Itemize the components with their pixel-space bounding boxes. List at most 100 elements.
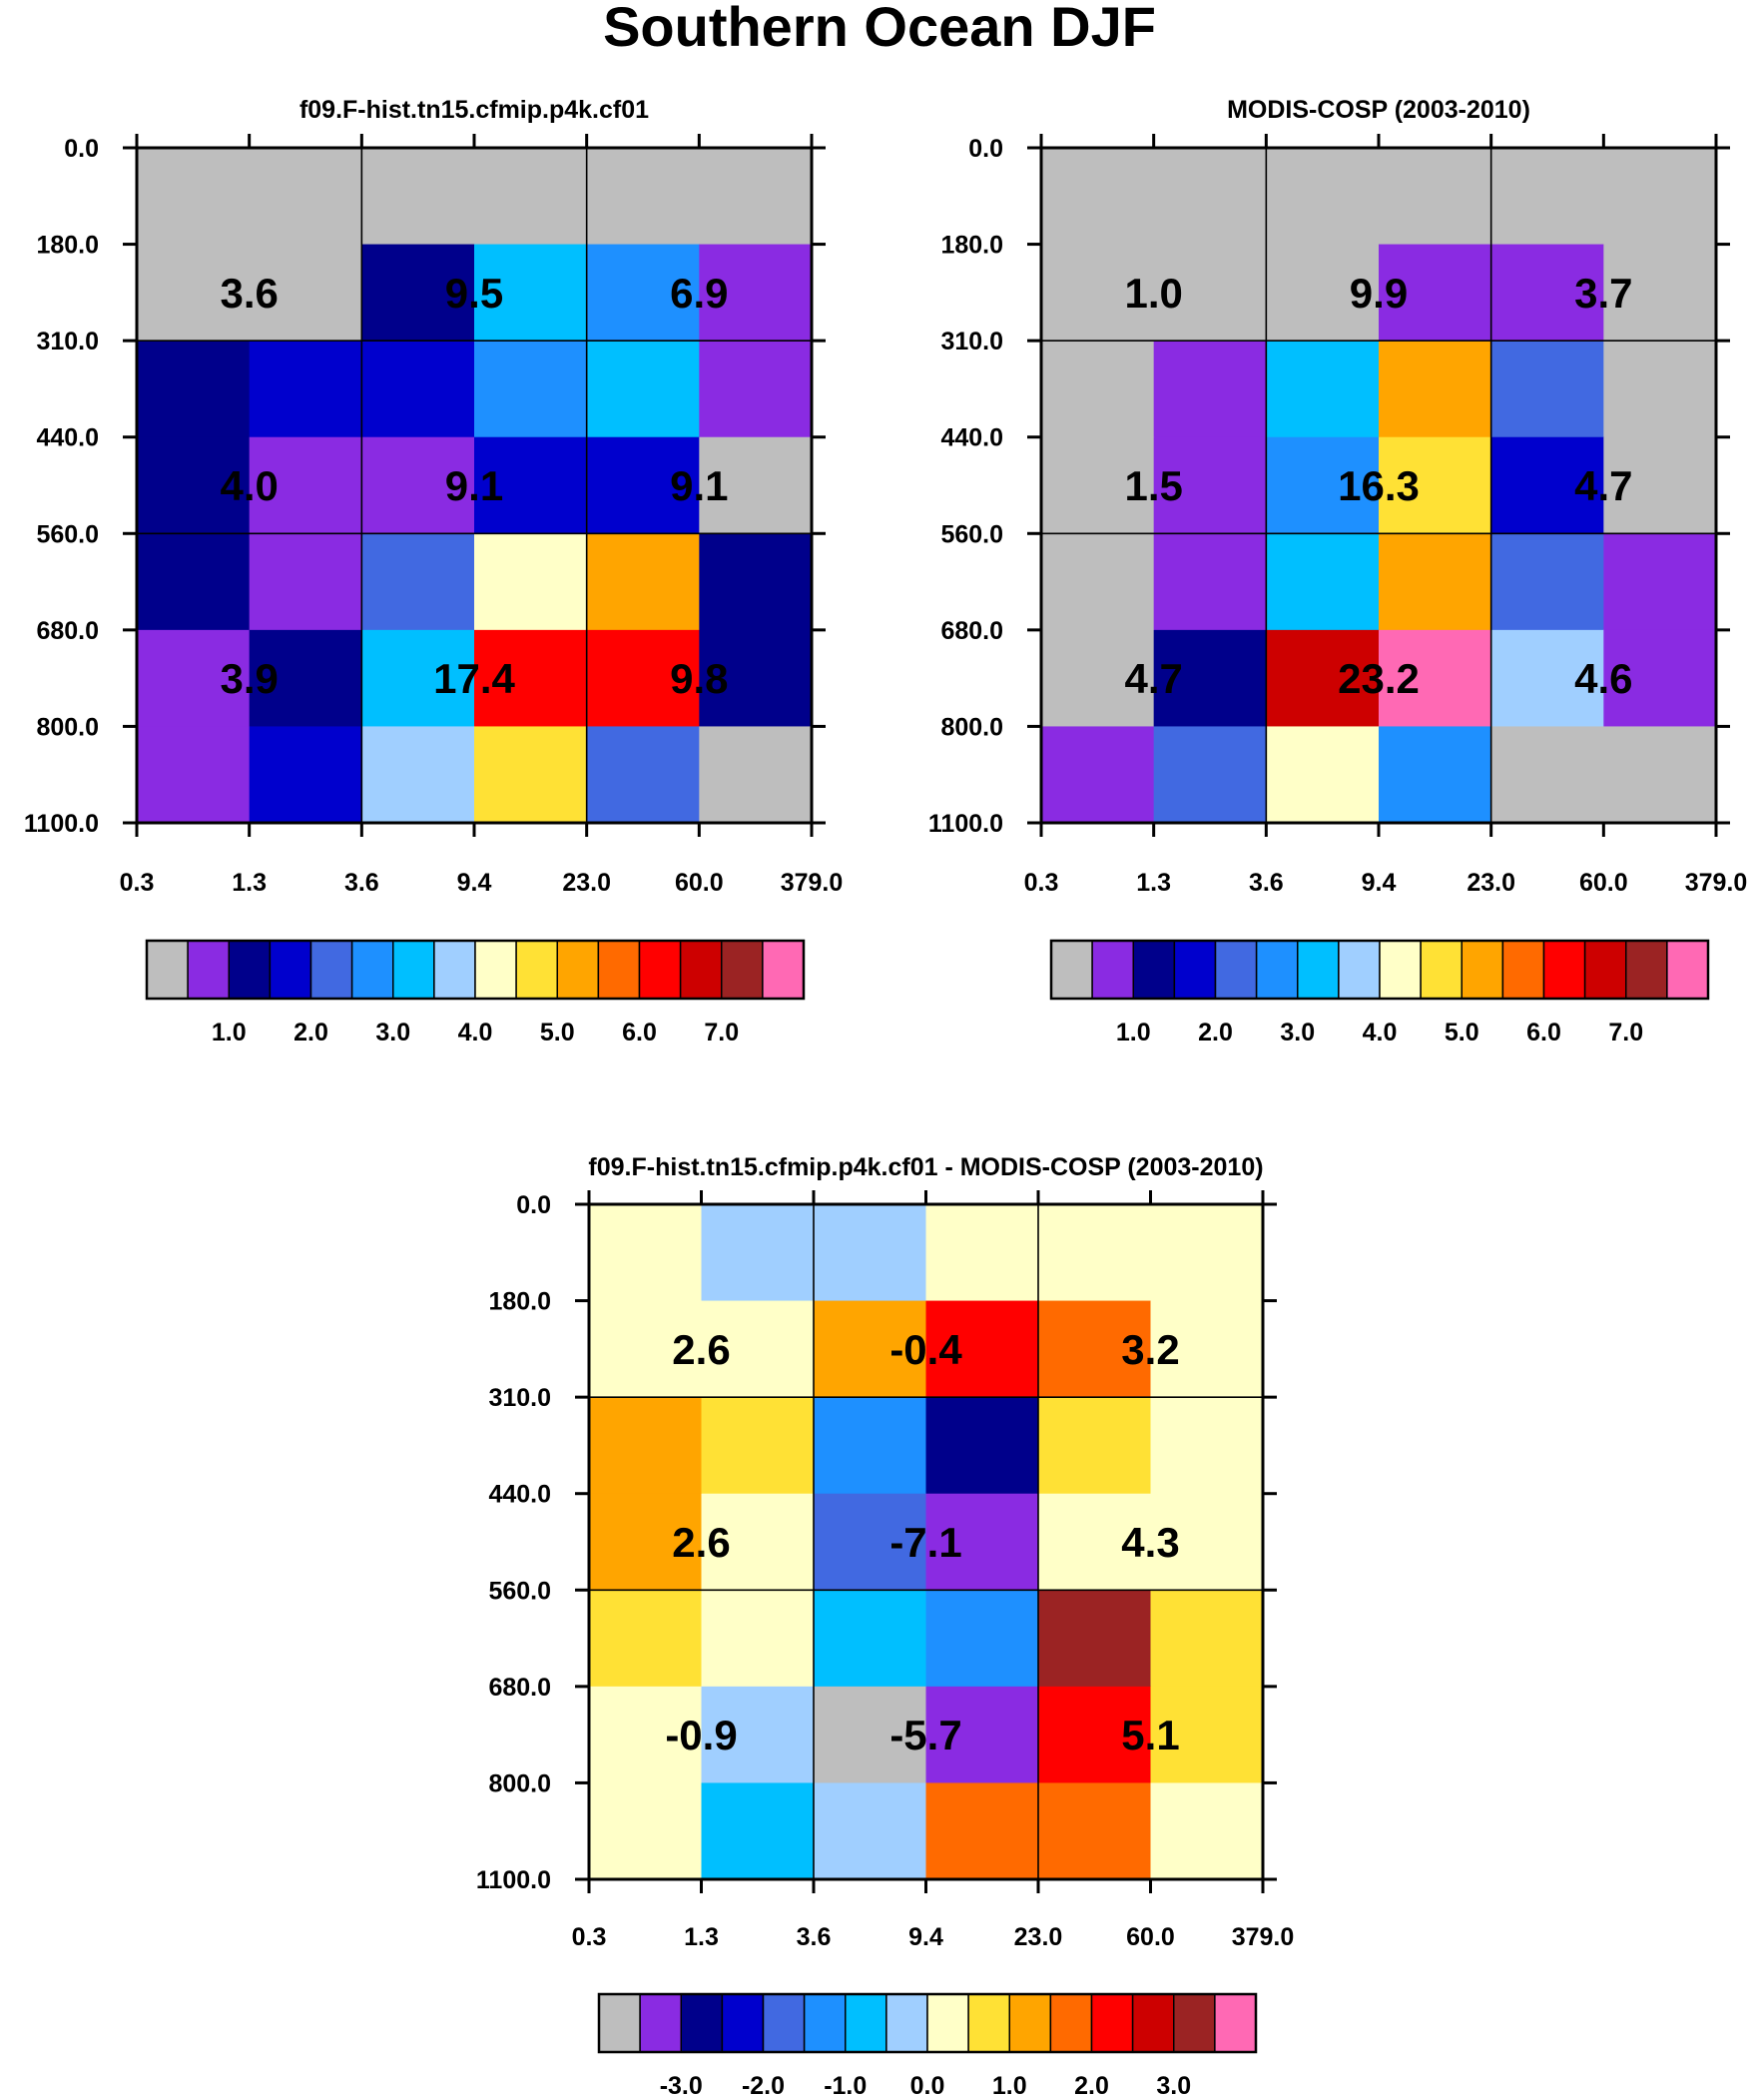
heatmap-cell — [474, 244, 588, 342]
heatmap-cell — [137, 629, 251, 728]
heatmap-cell — [1150, 1204, 1264, 1302]
colorbar-frame — [1049, 939, 1710, 1001]
heatmap-cell — [1379, 148, 1492, 246]
colorbar-swatch — [679, 940, 723, 1000]
box-value-label: 3.6 — [220, 270, 278, 317]
colorbar-swatch — [515, 940, 558, 1000]
colorbar-swatch — [187, 940, 230, 1000]
heatmap-cell — [474, 436, 588, 534]
colorbar-swatch — [1338, 940, 1381, 1000]
x-tick-label: 3.6 — [344, 869, 379, 897]
box-value-label: 9.1 — [670, 462, 728, 509]
heatmap-cell — [361, 244, 475, 342]
y-tick-label: 560.0 — [488, 1577, 551, 1605]
y-tick-label: 180.0 — [488, 1288, 551, 1316]
heatmap-cell — [1041, 726, 1155, 824]
heatmap-cell — [1603, 436, 1717, 534]
heatmap-cell — [814, 1300, 927, 1398]
x-tick-label: 379.0 — [1685, 869, 1748, 897]
heatmap-cell — [1038, 1493, 1152, 1591]
box-value-label: 4.7 — [1574, 462, 1632, 509]
colorbar-swatch — [598, 1993, 641, 2053]
heatmap-cell — [474, 341, 588, 438]
colorbar-label: 7.0 — [1608, 1019, 1643, 1047]
heatmap-cell — [361, 148, 475, 246]
box-value-label: 9.5 — [445, 270, 503, 317]
heatmap-cell — [1038, 1686, 1152, 1784]
heatmap-cell — [249, 726, 362, 824]
heatmap-cell — [1490, 148, 1604, 246]
colorbar-label: 2.0 — [293, 1019, 328, 1047]
heatmap-cell — [1041, 341, 1155, 438]
colorbar-label: 7.0 — [704, 1019, 739, 1047]
heatmap-cell — [589, 1300, 703, 1398]
colorbar-swatch — [1583, 940, 1627, 1000]
colorbar-swatch — [1255, 940, 1299, 1000]
heatmap-cell — [589, 1590, 703, 1688]
panel-2: MODIS-COSP (2003-2010) 0.0 180.0 310.0 440.0… — [928, 96, 1747, 1047]
heatmap-cell — [814, 1397, 927, 1495]
x-tick-label: 0.3 — [120, 869, 155, 897]
heatmap-cell — [1266, 436, 1380, 534]
heatmap-cell — [1490, 436, 1604, 534]
box-value-label: 4.3 — [1121, 1519, 1179, 1566]
heatmap-cell — [361, 436, 475, 534]
colorbar-swatch — [1625, 940, 1668, 1000]
heatmap-cell — [1153, 629, 1267, 728]
heatmap-cell — [701, 1590, 815, 1688]
x-tick-label: 3.6 — [797, 1923, 832, 1951]
heatmap-cell — [699, 341, 813, 438]
colorbar-label: 0.0 — [910, 2072, 945, 2100]
heatmap-cell — [1379, 436, 1492, 534]
colorbar-swatch — [1297, 940, 1340, 1000]
x-tick-label: 9.4 — [1362, 869, 1397, 897]
heatmap-cell — [586, 726, 700, 824]
box-value-label: 9.8 — [670, 655, 728, 702]
heatmap-cell — [1490, 726, 1604, 824]
colorbar-label: -1.0 — [824, 2072, 867, 2100]
colorbar-swatch — [803, 1993, 847, 2053]
colorbar-label: 1.0 — [992, 2072, 1027, 2100]
heatmap-cell — [586, 341, 700, 438]
colorbar-label: 2.0 — [1198, 1019, 1233, 1047]
heatmap-cell — [925, 1686, 1039, 1784]
heatmap-cell — [1379, 244, 1492, 342]
colorbar-swatch — [721, 940, 764, 1000]
colorbar-swatch — [926, 1993, 969, 2053]
colorbar-frame — [145, 939, 806, 1001]
heatmap-cell — [701, 1397, 815, 1495]
colorbar-label: -2.0 — [742, 2072, 785, 2100]
colorbar-swatch — [1214, 1993, 1257, 2053]
heatmap-cell — [1603, 244, 1717, 342]
heatmap-cell — [1153, 341, 1267, 438]
colorbar-swatch — [1214, 940, 1258, 1000]
heatmap-cell — [589, 1686, 703, 1784]
colorbar-swatch — [1379, 940, 1422, 1000]
heatmap-cell — [137, 436, 251, 534]
colorbar-swatch — [146, 940, 189, 1000]
y-tick-label: 310.0 — [36, 328, 99, 355]
colorbar-label: 1.0 — [212, 1019, 247, 1047]
heatmap-cell — [1490, 244, 1604, 342]
heatmap-cell — [1153, 533, 1267, 631]
x-tick-label: 9.4 — [908, 1923, 943, 1951]
colorbar-swatch — [1173, 1993, 1216, 2053]
box-value-label: -0.4 — [889, 1326, 962, 1373]
box-value-label: 9.1 — [445, 462, 503, 509]
heatmap-cell — [1266, 533, 1380, 631]
box-value-label: 1.5 — [1124, 462, 1182, 509]
y-tick-label: 560.0 — [940, 520, 1003, 548]
heatmap-cell — [701, 1204, 815, 1302]
heatmap-cell — [925, 1204, 1039, 1302]
colorbar-swatch — [597, 940, 641, 1000]
box-value-label: 5.1 — [1121, 1712, 1179, 1758]
y-tick-label: 1100.0 — [476, 1866, 551, 1894]
panel-3: f09.F-hist.tn15.cfmip.p4k.cf01 - MODIS-C… — [476, 1153, 1294, 2100]
colorbar-swatch — [433, 940, 476, 1000]
x-tick-label: 0.3 — [572, 1923, 607, 1951]
heatmap-cell — [1379, 533, 1492, 631]
y-tick-label: 680.0 — [488, 1674, 551, 1702]
box-value-label: 17.4 — [433, 655, 515, 702]
y-tick-label: 680.0 — [940, 617, 1003, 645]
box-value-label: 16.3 — [1338, 462, 1420, 509]
